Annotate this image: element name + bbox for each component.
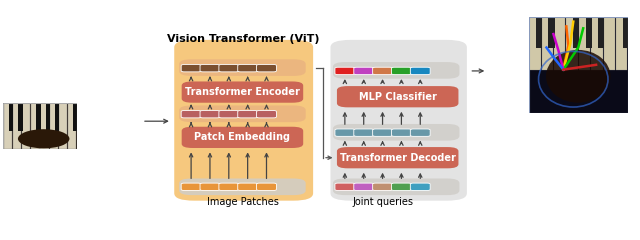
Bar [591,17,602,70]
Bar [616,17,627,70]
Bar [9,103,13,132]
FancyBboxPatch shape [237,183,257,191]
Bar [604,17,615,70]
Bar [541,17,553,70]
Bar [579,17,590,70]
Ellipse shape [18,129,70,148]
FancyBboxPatch shape [335,129,355,136]
Bar [623,17,629,48]
Text: Vision Transformer (ViT): Vision Transformer (ViT) [168,34,320,44]
Bar [536,17,542,48]
FancyBboxPatch shape [200,110,220,118]
Text: MLP Classifier: MLP Classifier [359,92,436,102]
FancyBboxPatch shape [335,183,355,191]
Bar [45,103,50,132]
Bar [4,103,12,149]
FancyBboxPatch shape [354,183,374,191]
Bar [573,17,579,48]
FancyBboxPatch shape [372,129,392,136]
Bar [68,103,76,149]
Bar [529,17,541,70]
FancyBboxPatch shape [354,67,374,75]
FancyBboxPatch shape [330,40,467,201]
FancyBboxPatch shape [237,65,257,72]
Text: Joint queries: Joint queries [353,197,413,207]
Text: Transformer Decoder: Transformer Decoder [340,153,456,163]
FancyBboxPatch shape [200,65,220,72]
FancyBboxPatch shape [257,183,276,191]
Bar [55,103,60,132]
FancyBboxPatch shape [333,179,460,195]
FancyBboxPatch shape [219,65,239,72]
FancyBboxPatch shape [410,129,430,136]
FancyBboxPatch shape [372,183,392,191]
Text: Patch Embedding: Patch Embedding [195,132,291,142]
Bar [36,103,41,132]
Bar [554,17,565,70]
FancyBboxPatch shape [257,110,276,118]
Ellipse shape [546,50,611,103]
FancyBboxPatch shape [181,110,201,118]
Bar [13,103,21,149]
FancyBboxPatch shape [182,127,303,148]
Text: Image Patches: Image Patches [207,197,278,207]
FancyBboxPatch shape [237,110,257,118]
FancyBboxPatch shape [392,129,412,136]
FancyBboxPatch shape [174,40,313,201]
FancyBboxPatch shape [333,62,460,79]
FancyBboxPatch shape [333,124,460,141]
FancyBboxPatch shape [219,110,239,118]
Bar [31,103,40,149]
FancyBboxPatch shape [335,67,355,75]
Bar [598,17,604,48]
Bar [548,17,555,48]
FancyBboxPatch shape [257,65,276,72]
Bar [22,103,31,149]
FancyBboxPatch shape [179,106,306,122]
FancyBboxPatch shape [200,183,220,191]
FancyBboxPatch shape [219,183,239,191]
FancyBboxPatch shape [410,183,430,191]
FancyBboxPatch shape [337,147,458,168]
Bar [73,103,77,132]
FancyBboxPatch shape [392,67,412,75]
Bar [566,17,578,70]
FancyBboxPatch shape [372,67,392,75]
FancyBboxPatch shape [337,86,458,107]
Bar [40,103,49,149]
Bar [49,103,58,149]
Bar [586,17,592,48]
Bar [18,103,22,132]
FancyBboxPatch shape [182,81,303,103]
FancyBboxPatch shape [354,129,374,136]
FancyBboxPatch shape [181,65,201,72]
Bar [59,103,67,149]
FancyBboxPatch shape [410,67,430,75]
FancyBboxPatch shape [179,59,306,76]
FancyBboxPatch shape [179,179,306,195]
FancyBboxPatch shape [181,183,201,191]
Text: Transformer Encoder: Transformer Encoder [185,87,300,97]
FancyBboxPatch shape [392,183,412,191]
